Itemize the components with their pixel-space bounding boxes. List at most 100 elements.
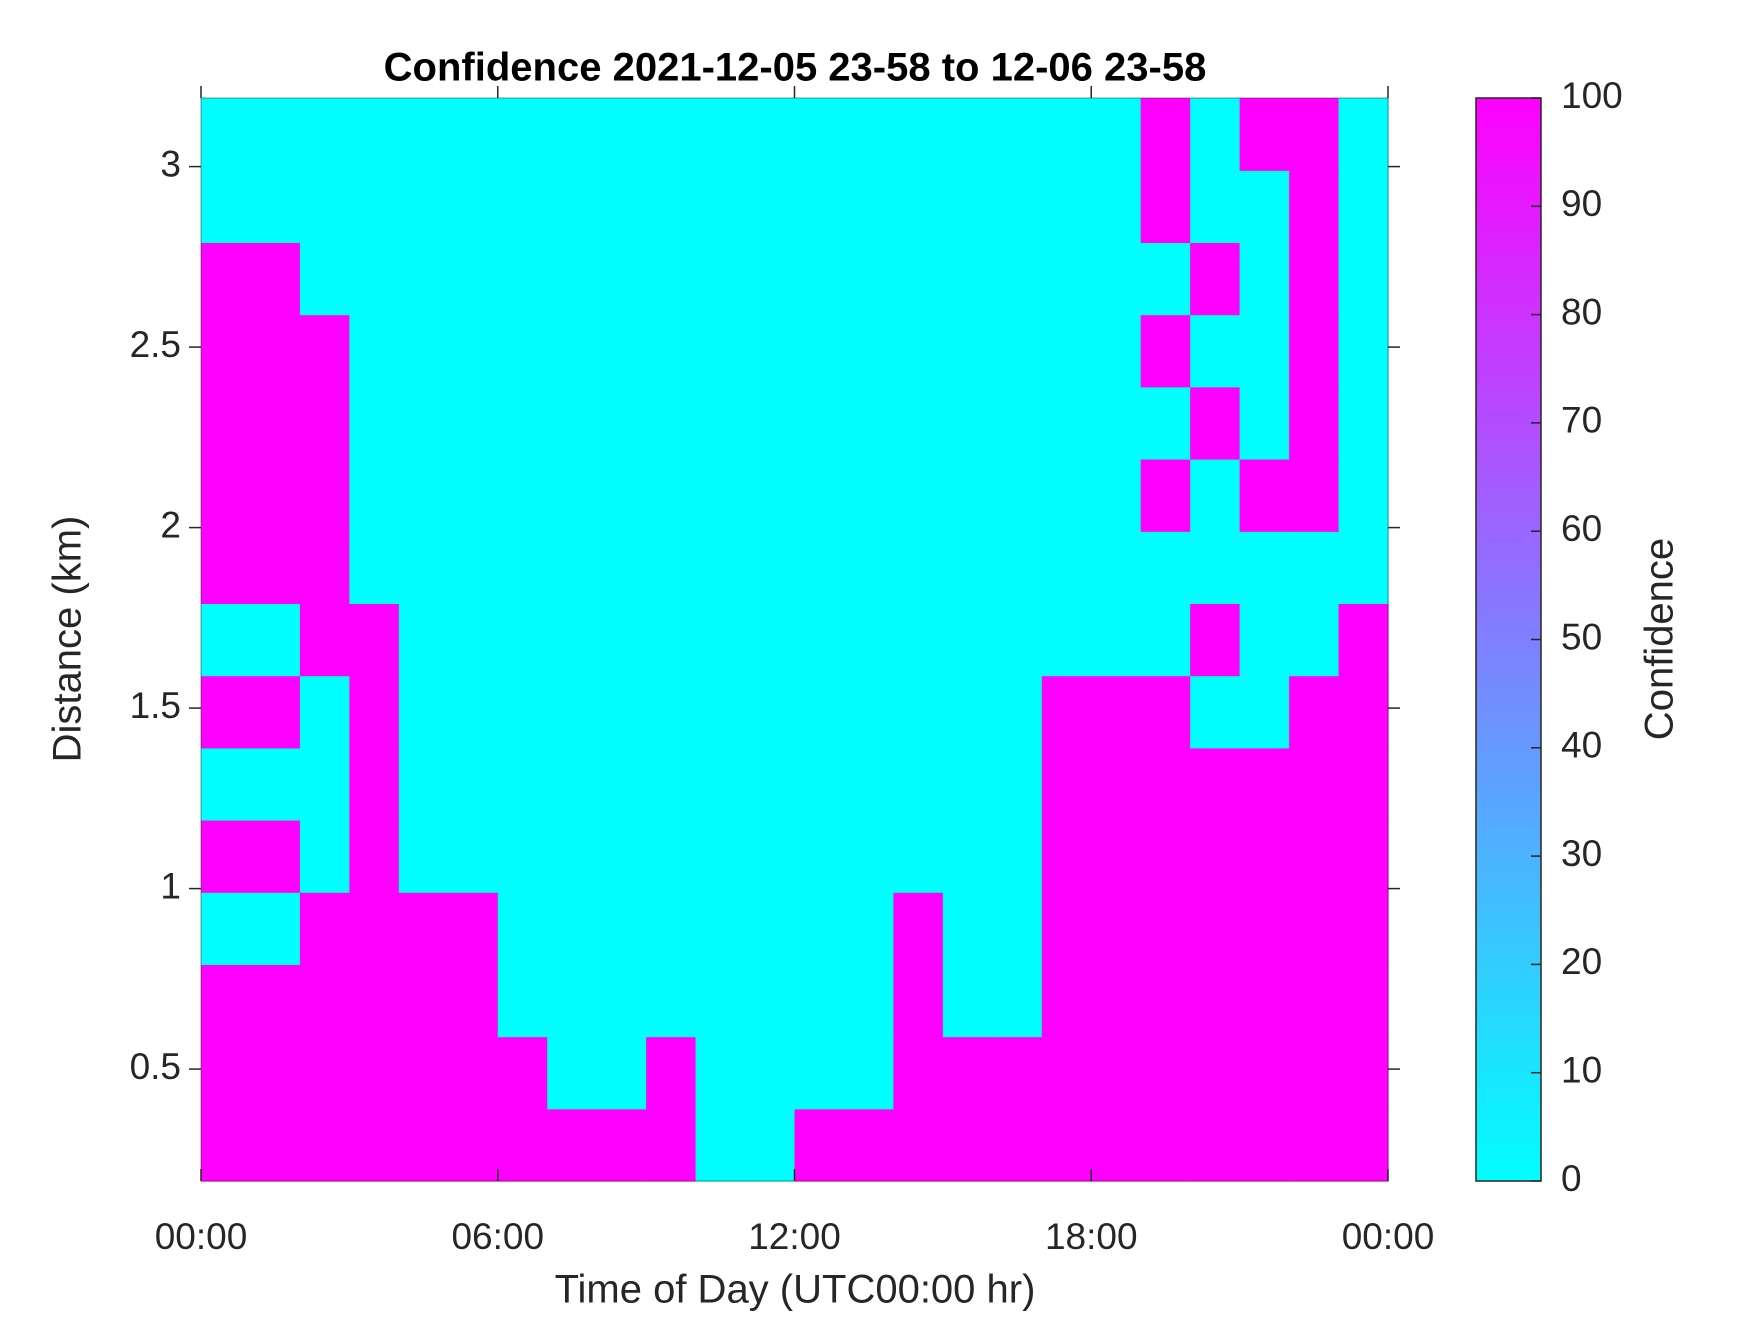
heatmap-cell: [794, 459, 845, 532]
heatmap-cell: [448, 820, 499, 893]
heatmap-cell: [349, 170, 400, 243]
heatmap-cell: [299, 459, 350, 532]
heatmap-cell: [1140, 1036, 1191, 1110]
heatmap-cell: [547, 892, 598, 965]
heatmap-cell: [695, 98, 746, 171]
heatmap-cell: [398, 314, 449, 388]
heatmap-cell: [349, 964, 400, 1038]
heatmap-cell: [695, 531, 746, 604]
heatmap-cell: [942, 603, 993, 677]
heatmap-cell: [250, 964, 301, 1038]
heatmap-cell: [349, 1108, 400, 1182]
heatmap-cell: [1140, 892, 1191, 965]
heatmap-cell: [646, 820, 697, 893]
heatmap-cell: [250, 314, 301, 388]
colorbar-tick-label: 90: [1561, 183, 1602, 224]
heatmap-cell: [497, 892, 548, 965]
heatmap-cell: [1091, 531, 1142, 604]
heatmap-cell: [942, 820, 993, 893]
heatmap-cell: [497, 314, 548, 388]
heatmap-cell: [1338, 386, 1389, 460]
heatmap-cell: [1140, 1108, 1191, 1182]
heatmap-cell: [843, 1108, 895, 1182]
heatmap-cell: [745, 1036, 796, 1110]
x-tick-label: 06:00: [451, 1216, 544, 1257]
heatmap-cell: [398, 964, 449, 1038]
heatmap-cell: [596, 892, 647, 965]
heatmap-cell: [596, 459, 647, 532]
x-tick-label: 12:00: [748, 1216, 841, 1257]
heatmap-cell: [695, 603, 746, 677]
heatmap-cell: [547, 1036, 598, 1110]
heatmap-cell: [250, 603, 301, 677]
heatmap-cell: [299, 820, 350, 893]
heatmap-cell: [992, 242, 1043, 316]
heatmap-cell: [1239, 820, 1290, 893]
heatmap-cell: [448, 675, 499, 749]
colorbar-tick-label: 80: [1561, 291, 1602, 332]
heatmap-cell: [448, 1108, 499, 1182]
heatmap-cell: [398, 386, 449, 460]
heatmap-cell: [992, 820, 1043, 893]
heatmap-cell: [250, 98, 301, 171]
heatmap-cell: [1091, 314, 1142, 388]
heatmap-cell: [299, 531, 350, 604]
heatmap-cell: [794, 98, 845, 171]
heatmap-cell: [1338, 820, 1389, 893]
heatmap-cell: [646, 531, 697, 604]
heatmap-cell: [497, 603, 548, 677]
heatmap-cell: [992, 170, 1043, 243]
heatmap-cell: [1190, 892, 1241, 965]
heatmap-cell: [497, 98, 548, 171]
heatmap-cell: [893, 892, 944, 965]
heatmap-cell: [1091, 675, 1142, 749]
heatmap-cell: [349, 386, 400, 460]
heatmap-cell: [1190, 747, 1241, 821]
heatmap-cell: [646, 1108, 697, 1182]
heatmap-cell: [349, 242, 400, 316]
heatmap-cell: [695, 242, 746, 316]
heatmap-cell: [497, 675, 548, 749]
heatmap-cell: [1091, 603, 1142, 677]
heatmap-cell: [201, 242, 252, 316]
heatmap-cell: [1091, 459, 1142, 532]
heatmap-cell: [893, 386, 944, 460]
heatmap-cell: [843, 603, 895, 677]
heatmap-cell: [745, 170, 796, 243]
heatmap-cell: [794, 170, 845, 243]
heatmap-cell: [497, 242, 548, 316]
heatmap-cell: [893, 675, 944, 749]
heatmap-cell: [893, 242, 944, 316]
heatmap-cell: [893, 459, 944, 532]
heatmap-cell: [893, 964, 944, 1038]
heatmap-cell: [893, 170, 944, 243]
heatmap-cell: [547, 603, 598, 677]
x-tick-label: 00:00: [155, 1216, 248, 1257]
colorbar-tick-label: 70: [1561, 400, 1602, 441]
heatmap-cell: [1289, 675, 1340, 749]
heatmap-cell: [843, 386, 895, 460]
heatmap-cell: [1239, 1108, 1290, 1182]
y-tick-label: 3: [160, 143, 181, 184]
heatmap-cell: [646, 892, 697, 965]
heatmap-cell: [201, 1108, 252, 1182]
heatmap-cell: [201, 314, 252, 388]
heatmap-cell: [596, 747, 647, 821]
heatmap-cell: [547, 314, 598, 388]
heatmap-cell: [843, 675, 895, 749]
heatmap-cell: [1190, 603, 1241, 677]
heatmap-cell: [1041, 98, 1092, 171]
colorbar-tick-label: 0: [1561, 1158, 1582, 1199]
heatmap-cell: [1338, 531, 1389, 604]
heatmap-cell: [794, 1108, 845, 1182]
y-tick-label: 2: [160, 504, 181, 545]
x-tick-label: 00:00: [1342, 1216, 1435, 1257]
heatmap-cell: [250, 747, 301, 821]
heatmap-cell: [250, 1036, 301, 1110]
heatmap-cell: [992, 1036, 1043, 1110]
heatmap-cell: [547, 170, 598, 243]
heatmap-cell: [992, 386, 1043, 460]
heatmap-cell: [596, 1108, 647, 1182]
heatmap-cell: [448, 531, 499, 604]
heatmap-cell: [1289, 1036, 1340, 1110]
